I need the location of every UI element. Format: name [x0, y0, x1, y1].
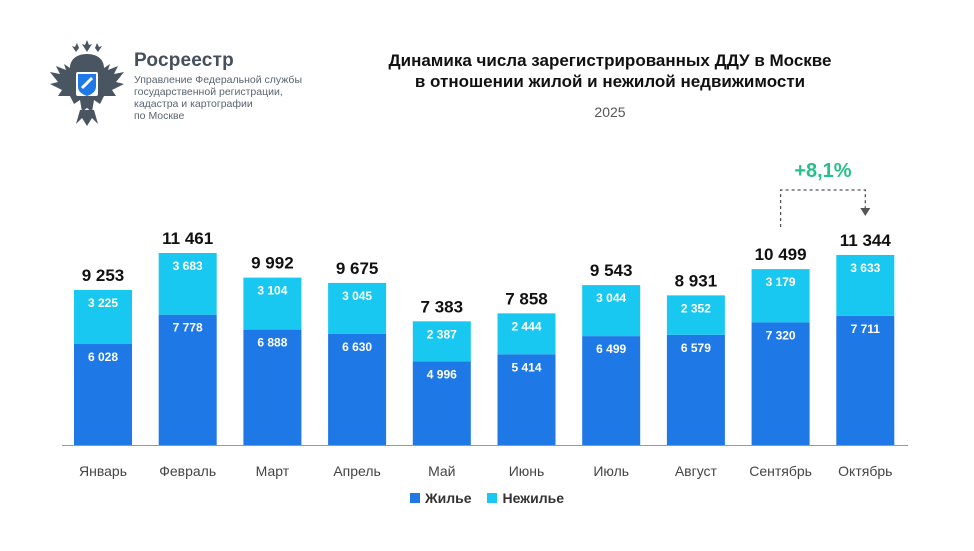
data-label-residential: 5 414	[511, 360, 541, 374]
logo-subtitle-line: Управление Федеральной службы	[134, 74, 302, 86]
bar-residential	[74, 344, 132, 445]
x-tick-label: Август	[675, 463, 718, 479]
data-label-nonresidential: 3 045	[342, 289, 372, 303]
x-tick-label: Июль	[593, 463, 629, 479]
legend-label: Нежилье	[502, 490, 564, 506]
bar-nonresidential	[328, 282, 387, 334]
data-label-total: 11 344	[840, 231, 892, 250]
growth-connector-line	[779, 189, 866, 227]
chart-title-line: в отношении жилой и нежилой недвижимости	[414, 72, 806, 91]
data-label-nonresidential: 2 444	[511, 319, 541, 333]
growth-arrow-head	[860, 208, 871, 216]
x-tick-label: Апрель	[333, 463, 381, 479]
chart-title: Динамика числа зарегистрированных ДДУ в …	[330, 50, 890, 92]
growth-annotation: +8,1%	[794, 160, 851, 182]
data-label-total: 7 383	[421, 297, 464, 316]
data-label-total: 7 858	[505, 289, 548, 308]
logo-name: Росреестр	[134, 50, 234, 71]
bar-nonresidential	[751, 269, 810, 323]
chart-title-line: Динамика числа зарегистрированных ДДУ в …	[388, 51, 832, 70]
x-tick-label: Май	[428, 463, 455, 479]
data-label-nonresidential: 3 633	[850, 261, 880, 275]
logo-subtitle-line: по Москве	[134, 110, 185, 122]
data-label-nonresidential: 3 225	[88, 296, 118, 310]
x-tick-label: Июнь	[509, 463, 545, 479]
logo-subtitle-line: кадастра и картографии	[134, 98, 253, 110]
bar-nonresidential	[497, 313, 556, 355]
data-label-total: 9 543	[590, 261, 633, 280]
data-label-residential: 7 320	[766, 328, 796, 342]
legend-label: Жилье	[425, 490, 472, 506]
bar-nonresidential	[158, 253, 217, 315]
bar-residential	[836, 315, 895, 445]
data-label-total: 10 499	[755, 245, 807, 264]
legend-item-nonresidential: Нежилье	[487, 490, 564, 506]
data-label-nonresidential: 3 044	[596, 291, 626, 305]
bar-residential	[666, 334, 725, 445]
data-label-residential: 6 579	[681, 341, 711, 355]
legend-item-residential: Жилье	[410, 490, 472, 506]
logo-subtitle: Управление Федеральной службы государств…	[134, 74, 309, 122]
data-label-residential: 4 996	[427, 367, 457, 381]
data-label-total: 11 461	[162, 229, 213, 248]
bar-residential	[582, 336, 641, 445]
bar-nonresidential	[243, 277, 302, 330]
double-headed-eagle-emblem-icon	[50, 40, 124, 126]
data-label-residential: 6 888	[257, 336, 287, 350]
bar-nonresidential	[836, 254, 895, 316]
data-label-nonresidential: 2 387	[427, 327, 457, 341]
stacked-bar-chart: 6 028 3 225 9 253 Январь 7 778 3 683 11 461 Фев…	[62, 160, 908, 479]
bar-nonresidential	[412, 321, 471, 362]
x-tick-label: Сентябрь	[749, 463, 812, 479]
bar-residential	[158, 314, 217, 445]
bar-residential	[497, 354, 556, 445]
data-label-total: 9 675	[336, 259, 379, 278]
x-tick-label: Февраль	[159, 463, 216, 479]
bar-residential	[328, 333, 387, 445]
bar-residential	[412, 361, 471, 445]
data-label-residential: 6 630	[342, 340, 372, 354]
logo-subtitle-line: государственной регистрации,	[134, 86, 283, 98]
data-label-total: 8 931	[675, 271, 718, 290]
data-label-nonresidential: 3 104	[257, 284, 287, 298]
x-tick-label: Январь	[79, 463, 127, 479]
legend-swatch-nonresidential	[487, 493, 498, 503]
x-tick-label: Март	[256, 463, 290, 479]
data-label-nonresidential: 3 683	[173, 259, 203, 273]
bar-nonresidential	[666, 295, 725, 335]
legend: Жилье Нежилье	[0, 490, 974, 506]
rosreestr-logo: Росреестр Управление Федеральной службы …	[46, 38, 302, 130]
data-label-total: 9 253	[82, 266, 125, 285]
data-label-residential: 7 711	[851, 322, 881, 336]
data-label-nonresidential: 3 179	[766, 275, 796, 289]
data-label-nonresidential: 2 352	[681, 301, 711, 315]
legend-swatch-residential	[410, 493, 421, 503]
x-tick-label: Октябрь	[838, 463, 892, 479]
bar-nonresidential	[74, 289, 132, 345]
bar-residential	[751, 322, 810, 445]
data-label-residential: 6 028	[88, 350, 118, 364]
data-label-residential: 7 778	[173, 321, 203, 335]
data-label-residential: 6 499	[596, 342, 626, 356]
data-label-total: 9 992	[251, 254, 294, 273]
bar-nonresidential	[582, 285, 641, 337]
bar-residential	[243, 329, 302, 445]
chart-subtitle: 2025	[594, 104, 626, 120]
